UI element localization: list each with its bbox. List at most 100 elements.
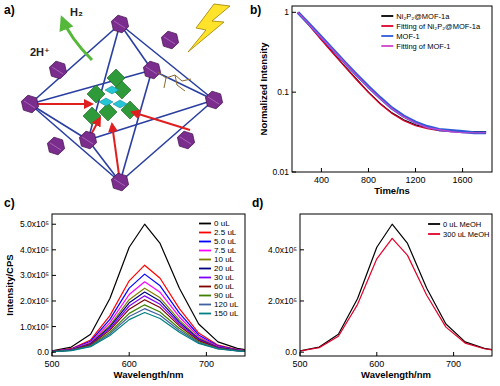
series-line xyxy=(298,12,486,132)
x-tick xyxy=(415,168,416,172)
cluster-core xyxy=(105,86,119,94)
x-tick-label: 700 xyxy=(199,359,214,369)
legend-label: 150 uL xyxy=(214,309,239,318)
x-tick-label: 1200 xyxy=(406,175,426,185)
node-facet xyxy=(208,97,219,104)
frame-edge xyxy=(120,100,214,182)
node-facet xyxy=(114,179,125,186)
legend-swatch xyxy=(381,45,393,47)
chart-panel: d)5006007000.02.0x10⁵4.0x10⁵Wavelength/n… xyxy=(252,196,492,380)
node-facet xyxy=(24,101,35,108)
y-tick-label: 0.0 xyxy=(285,347,297,357)
x-tick-label: 800 xyxy=(361,175,376,185)
diagram: a) H₂ 2H⁺ xyxy=(4,3,230,191)
y-tick xyxy=(292,12,296,13)
node-facet xyxy=(146,67,157,74)
y-axis-label: Intensity/CPS xyxy=(4,254,15,315)
cluster-unit xyxy=(99,103,117,121)
legend-swatch xyxy=(381,35,393,37)
legend: 0 uL2.5 uL5.0 uL7.5 uL10 uL20 uL30 uL60 … xyxy=(199,219,239,318)
legend-swatch xyxy=(199,232,211,234)
legend-swatch xyxy=(199,304,211,306)
y-tick-label: 4.0x10⁵ xyxy=(268,245,297,255)
chart-panel: c)5006007000.01.0x10⁵2.0x10⁵3.0x10⁵4.0x1… xyxy=(4,196,246,380)
legend-label: 2.5 uL xyxy=(214,228,237,237)
energy-arrow xyxy=(30,103,92,105)
frame-edge xyxy=(30,70,152,104)
light xyxy=(188,4,230,52)
legend-label: 300 uL MeOH xyxy=(443,230,489,239)
x-tick xyxy=(206,352,207,356)
series-line xyxy=(300,224,492,351)
x-tick xyxy=(368,168,369,172)
frame-edge xyxy=(30,104,120,182)
legend-swatch xyxy=(428,233,440,235)
x-tick-label: 600 xyxy=(122,359,137,369)
y-tick-label: 1.0x10⁵ xyxy=(20,322,49,332)
x-tick xyxy=(376,352,377,356)
x-tick-label: 400 xyxy=(314,175,329,185)
frame-edge xyxy=(120,24,214,100)
metal-node xyxy=(21,95,38,113)
legend-swatch xyxy=(199,223,211,225)
cluster-core xyxy=(99,98,113,106)
metal-node xyxy=(111,15,128,33)
panel-label: a) xyxy=(4,3,15,17)
legend-label: Fitting of MOF-1 xyxy=(396,42,450,51)
legend: 0 uL MeOH300 uL MeOH xyxy=(428,220,489,239)
cluster-unit xyxy=(107,69,125,87)
y-tick-label: 5.0x10⁵ xyxy=(20,219,49,229)
legend-label: Fitting of Ni₂P₂@MOF-1a xyxy=(396,22,481,31)
legend-label: 20 uL xyxy=(214,264,235,273)
legend: Ni₂P₂@MOF-1aFitting of Ni₂P₂@MOF-1aMOF-1… xyxy=(381,12,481,51)
panel-label: b) xyxy=(250,3,261,17)
legend-swatch xyxy=(381,25,393,27)
legend-swatch xyxy=(199,286,211,288)
x-tick xyxy=(453,352,454,356)
metal-node xyxy=(143,61,160,79)
plot-frame xyxy=(292,6,492,172)
series-line xyxy=(52,296,245,352)
legend-label: 120 uL xyxy=(214,300,239,309)
frame-edge xyxy=(30,104,88,140)
x-axis-label: Wavelength/nm xyxy=(361,369,431,380)
metal-node xyxy=(177,131,194,149)
ligand xyxy=(158,72,191,91)
legend-swatch xyxy=(199,295,211,297)
reactant-label: 2H⁺ xyxy=(30,46,50,58)
metal-node xyxy=(161,31,178,49)
y-tick xyxy=(52,352,56,353)
legend-label: MOF-1 xyxy=(396,32,419,41)
series-group xyxy=(300,224,492,351)
y-tick-label: 0.0 xyxy=(37,347,49,357)
series-line xyxy=(52,224,245,351)
y-tick-label: 2.0x10⁵ xyxy=(20,296,49,306)
y-tick-label: 4.0x10⁵ xyxy=(20,245,49,255)
legend-label: 90 uL xyxy=(214,291,235,300)
figure: a)H₂2H⁺b)400800120016000.010.11Time/nsNo… xyxy=(0,0,500,386)
y-tick xyxy=(300,352,304,353)
series-line xyxy=(52,300,245,352)
legend-label: 7.5 uL xyxy=(214,246,237,255)
product-label: H₂ xyxy=(70,6,83,18)
y-tick xyxy=(300,300,304,301)
node-facet xyxy=(82,137,93,144)
frame-edge xyxy=(152,70,214,100)
panel-label: d) xyxy=(252,196,263,210)
metal-node xyxy=(205,91,222,109)
y-tick xyxy=(52,249,56,250)
series-line xyxy=(52,274,245,351)
node-facet xyxy=(50,143,61,150)
reaction-arrow xyxy=(62,18,92,60)
legend-label: 0 uL xyxy=(214,219,230,228)
cluster-core xyxy=(113,100,127,108)
x-tick-label: 500 xyxy=(44,359,59,369)
plot-frame xyxy=(300,214,492,356)
x-tick xyxy=(462,168,463,172)
series-line xyxy=(52,282,245,352)
metal-node xyxy=(111,173,128,191)
panel-label: c) xyxy=(4,196,15,210)
series-line xyxy=(300,238,492,351)
y-tick xyxy=(52,224,56,225)
x-tick-label: 1600 xyxy=(453,175,473,185)
